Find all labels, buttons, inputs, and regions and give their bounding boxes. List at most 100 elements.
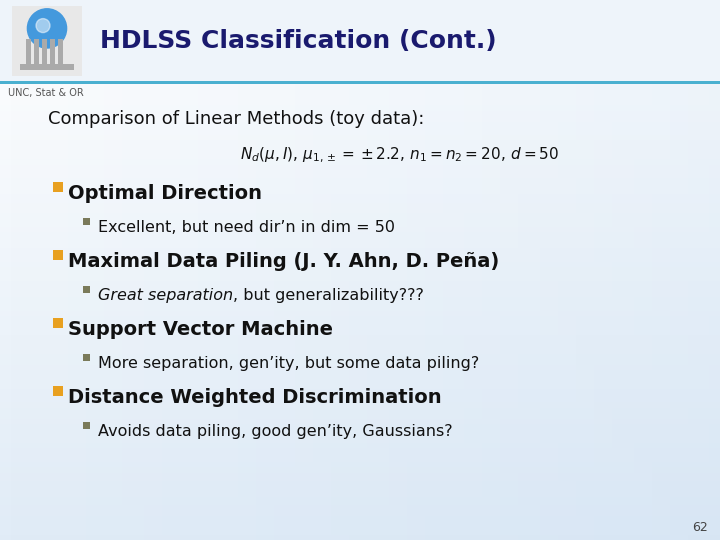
Bar <box>50 0 54 540</box>
Bar <box>256 0 259 540</box>
Bar <box>0 356 720 359</box>
Bar <box>302 0 306 540</box>
Bar <box>0 240 720 243</box>
Bar <box>684 0 688 540</box>
Bar <box>0 62 720 65</box>
Bar <box>446 0 450 540</box>
Bar <box>0 140 720 143</box>
Bar <box>367 0 371 540</box>
Bar <box>706 0 709 540</box>
Bar <box>104 0 108 540</box>
Bar <box>76 0 79 540</box>
Bar <box>158 0 162 540</box>
Bar <box>169 0 173 540</box>
Bar <box>0 502 720 505</box>
Bar <box>0 3 720 5</box>
Bar <box>659 0 662 540</box>
Bar <box>324 0 328 540</box>
Bar <box>0 154 720 157</box>
Bar <box>0 200 720 202</box>
Bar <box>688 0 691 540</box>
Bar <box>0 462 720 464</box>
Bar <box>126 0 130 540</box>
Bar <box>58 0 61 540</box>
Bar <box>0 230 720 232</box>
Bar <box>0 424 720 427</box>
Bar <box>0 491 720 494</box>
Bar <box>65 0 68 540</box>
Bar <box>0 524 720 526</box>
Bar <box>630 0 634 540</box>
Bar <box>0 481 720 483</box>
Bar <box>349 0 353 540</box>
Text: 62: 62 <box>692 521 708 534</box>
Bar <box>526 0 529 540</box>
Bar <box>212 0 216 540</box>
Bar <box>612 0 616 540</box>
Bar <box>0 227 720 229</box>
Bar <box>223 0 227 540</box>
Bar <box>418 0 421 540</box>
Bar <box>220 0 223 540</box>
Text: Excellent, but need dir’n in dim = 50: Excellent, but need dir’n in dim = 50 <box>98 220 395 235</box>
Bar <box>0 256 720 259</box>
Text: $N_d(\mu, I),\, \mu_{1,\pm} = \pm 2.2,\, n_1 = n_2 = 20,\, d = 50$: $N_d(\mu, I),\, \mu_{1,\pm} = \pm 2.2,\,… <box>240 146 559 165</box>
Bar <box>40 0 43 540</box>
Bar <box>0 24 720 27</box>
Bar <box>0 197 720 200</box>
Bar <box>155 0 158 540</box>
Bar <box>0 86 720 89</box>
Bar <box>331 0 335 540</box>
Bar <box>97 0 101 540</box>
Bar <box>320 0 324 540</box>
Bar <box>713 0 716 540</box>
Bar <box>0 489 720 491</box>
Bar <box>0 386 720 389</box>
Bar <box>551 0 554 540</box>
Bar <box>0 202 720 205</box>
Bar <box>0 418 720 421</box>
Bar <box>317 0 320 540</box>
Bar <box>0 97 720 100</box>
Bar <box>385 0 389 540</box>
Bar <box>0 32 720 35</box>
Bar <box>0 405 720 408</box>
Bar <box>0 92 720 94</box>
Bar <box>0 286 720 289</box>
Bar <box>0 359 720 362</box>
Bar <box>0 184 720 186</box>
Bar <box>79 0 83 540</box>
Bar <box>140 0 144 540</box>
Bar <box>36 0 40 540</box>
Bar <box>0 54 720 57</box>
Text: More separation, gen’ity, but some data piling?: More separation, gen’ity, but some data … <box>98 356 480 371</box>
Bar <box>0 308 720 310</box>
Bar <box>83 422 90 429</box>
Bar <box>0 451 720 454</box>
Bar <box>338 0 342 540</box>
Bar <box>0 375 720 378</box>
Bar <box>558 0 562 540</box>
Bar <box>0 532 720 535</box>
Bar <box>0 81 720 84</box>
Bar <box>0 289 720 292</box>
Bar <box>0 456 720 459</box>
Bar <box>0 537 720 540</box>
Bar <box>4 0 7 540</box>
Bar <box>572 0 576 540</box>
Bar <box>83 218 90 225</box>
Bar <box>0 246 720 248</box>
Bar <box>479 0 482 540</box>
Bar <box>0 46 720 49</box>
Bar <box>0 389 720 392</box>
Bar <box>634 0 637 540</box>
Bar <box>0 146 720 148</box>
Bar <box>0 211 720 213</box>
Bar <box>0 346 720 348</box>
Bar <box>695 0 698 540</box>
Bar <box>0 297 720 300</box>
Bar <box>0 122 720 124</box>
Bar <box>0 497 720 500</box>
Text: Avoids data piling, good gen’ity, Gaussians?: Avoids data piling, good gen’ity, Gaussi… <box>98 424 453 439</box>
Bar <box>0 251 720 254</box>
